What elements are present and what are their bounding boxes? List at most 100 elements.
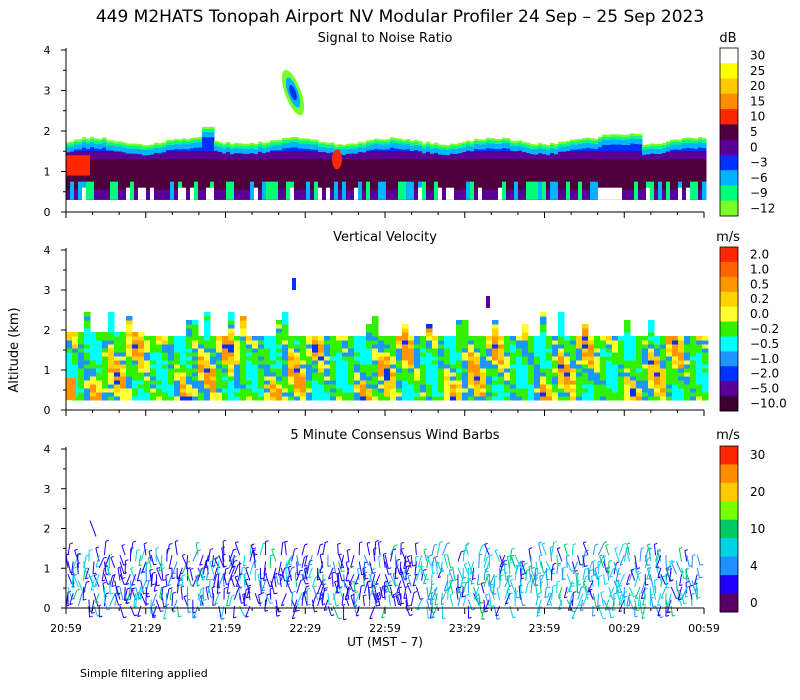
vv-cell: [162, 380, 169, 385]
vv-cell: [138, 380, 145, 385]
vv-cell: [378, 336, 385, 341]
wind-barb: [65, 604, 70, 607]
wind-barb: [528, 580, 532, 583]
snr-cell: [622, 139, 627, 145]
snr-cell: [446, 159, 451, 190]
wind-barb: [681, 593, 685, 604]
vv-cell: [264, 364, 271, 369]
wind-barb: [444, 553, 448, 556]
wind-barb: [347, 548, 351, 551]
vv-cell: [564, 368, 571, 373]
wind-barb: [421, 572, 425, 575]
vv-cell: [468, 336, 475, 341]
vv-cell: [360, 368, 367, 373]
snr-cell: [378, 149, 383, 152]
snr-cell: [550, 144, 555, 148]
x-axis-label: UT (MST – 7): [347, 635, 423, 649]
snr-cell: [674, 159, 679, 190]
wind-barb: [126, 602, 131, 605]
vv-cell: [624, 320, 631, 325]
vv-cell: [432, 376, 439, 381]
vv-cell: [210, 364, 217, 369]
vv-cell: [606, 376, 613, 381]
snr-cell: [138, 159, 143, 190]
wind-barb: [287, 567, 293, 581]
wind-barb: [165, 603, 170, 606]
vv-cell: [594, 380, 601, 385]
vv-cell: [678, 360, 685, 365]
vv-cell: [612, 360, 619, 365]
wind-barb: [514, 566, 518, 581]
wind-barb: [396, 580, 402, 594]
wind-barb: [392, 594, 397, 607]
wind-barb: [634, 555, 638, 569]
vv-cell: [486, 340, 493, 345]
wind-barb: [148, 549, 153, 552]
wind-barb: [83, 561, 87, 573]
vv-cell: [444, 376, 451, 381]
vv-cell: [438, 360, 445, 365]
vv-cell: [240, 344, 247, 349]
vv-cell: [684, 360, 691, 365]
wind-barb: [401, 602, 405, 605]
vv-cell: [474, 356, 481, 361]
vv-cell: [672, 396, 679, 401]
vv-cell: [102, 360, 109, 365]
vv-cell: [498, 380, 505, 385]
vv-cell: [702, 396, 709, 401]
snr-cell: [602, 136, 607, 140]
snr-cell: [86, 138, 91, 141]
colorbar-swatch: [720, 396, 738, 412]
snr-cell: [110, 150, 115, 152]
vv-cell: [648, 376, 655, 381]
wind-barb: [137, 579, 141, 582]
vv-cell: [126, 336, 133, 341]
vv-cell: [330, 384, 337, 389]
vv-cell: [462, 376, 469, 381]
vv-cell: [114, 344, 121, 349]
snr-cell: [538, 181, 543, 200]
wind-barb: [520, 591, 525, 594]
vv-cell: [636, 376, 643, 381]
vv-cell: [672, 348, 679, 353]
wind-barb: [216, 580, 220, 594]
snr-cell: [690, 148, 695, 152]
wind-barb: [521, 573, 525, 576]
vv-cell: [594, 368, 601, 373]
vv-cell: [576, 384, 583, 389]
vv-cell: [612, 340, 619, 345]
snr-cell: [74, 149, 79, 152]
vv-cell: [192, 396, 199, 401]
wind-barb: [571, 585, 575, 588]
wind-barb: [94, 574, 100, 586]
vv-cell: [444, 368, 451, 373]
vv-cell: [72, 364, 79, 369]
vv-cell: [192, 356, 199, 361]
wind-barb: [376, 604, 380, 607]
wind-barb: [122, 577, 126, 580]
snr-cell: [574, 149, 579, 152]
vv-cell: [228, 340, 235, 345]
wind-barb: [234, 542, 241, 556]
vv-cell: [252, 380, 259, 385]
snr-cell: [210, 131, 215, 138]
wind-barb: [340, 566, 344, 569]
wind-barb: [155, 546, 159, 549]
vv-cell: [156, 340, 163, 345]
vv-cell: [318, 356, 325, 361]
vv-cell: [402, 368, 409, 373]
wind-barb: [350, 565, 354, 568]
vv-cell: [558, 332, 565, 337]
wind-barb: [292, 599, 298, 613]
wind-barb: [315, 592, 320, 595]
wind-barb: [381, 616, 385, 619]
vv-cell: [582, 324, 589, 329]
snr-cell: [638, 159, 643, 190]
vv-cell: [438, 388, 445, 393]
snr-cell: [150, 144, 155, 147]
wind-barb: [197, 588, 202, 600]
snr-cell: [286, 142, 291, 149]
snr-cell: [114, 181, 119, 200]
wind-barb: [414, 561, 417, 576]
vv-cell: [168, 344, 175, 349]
